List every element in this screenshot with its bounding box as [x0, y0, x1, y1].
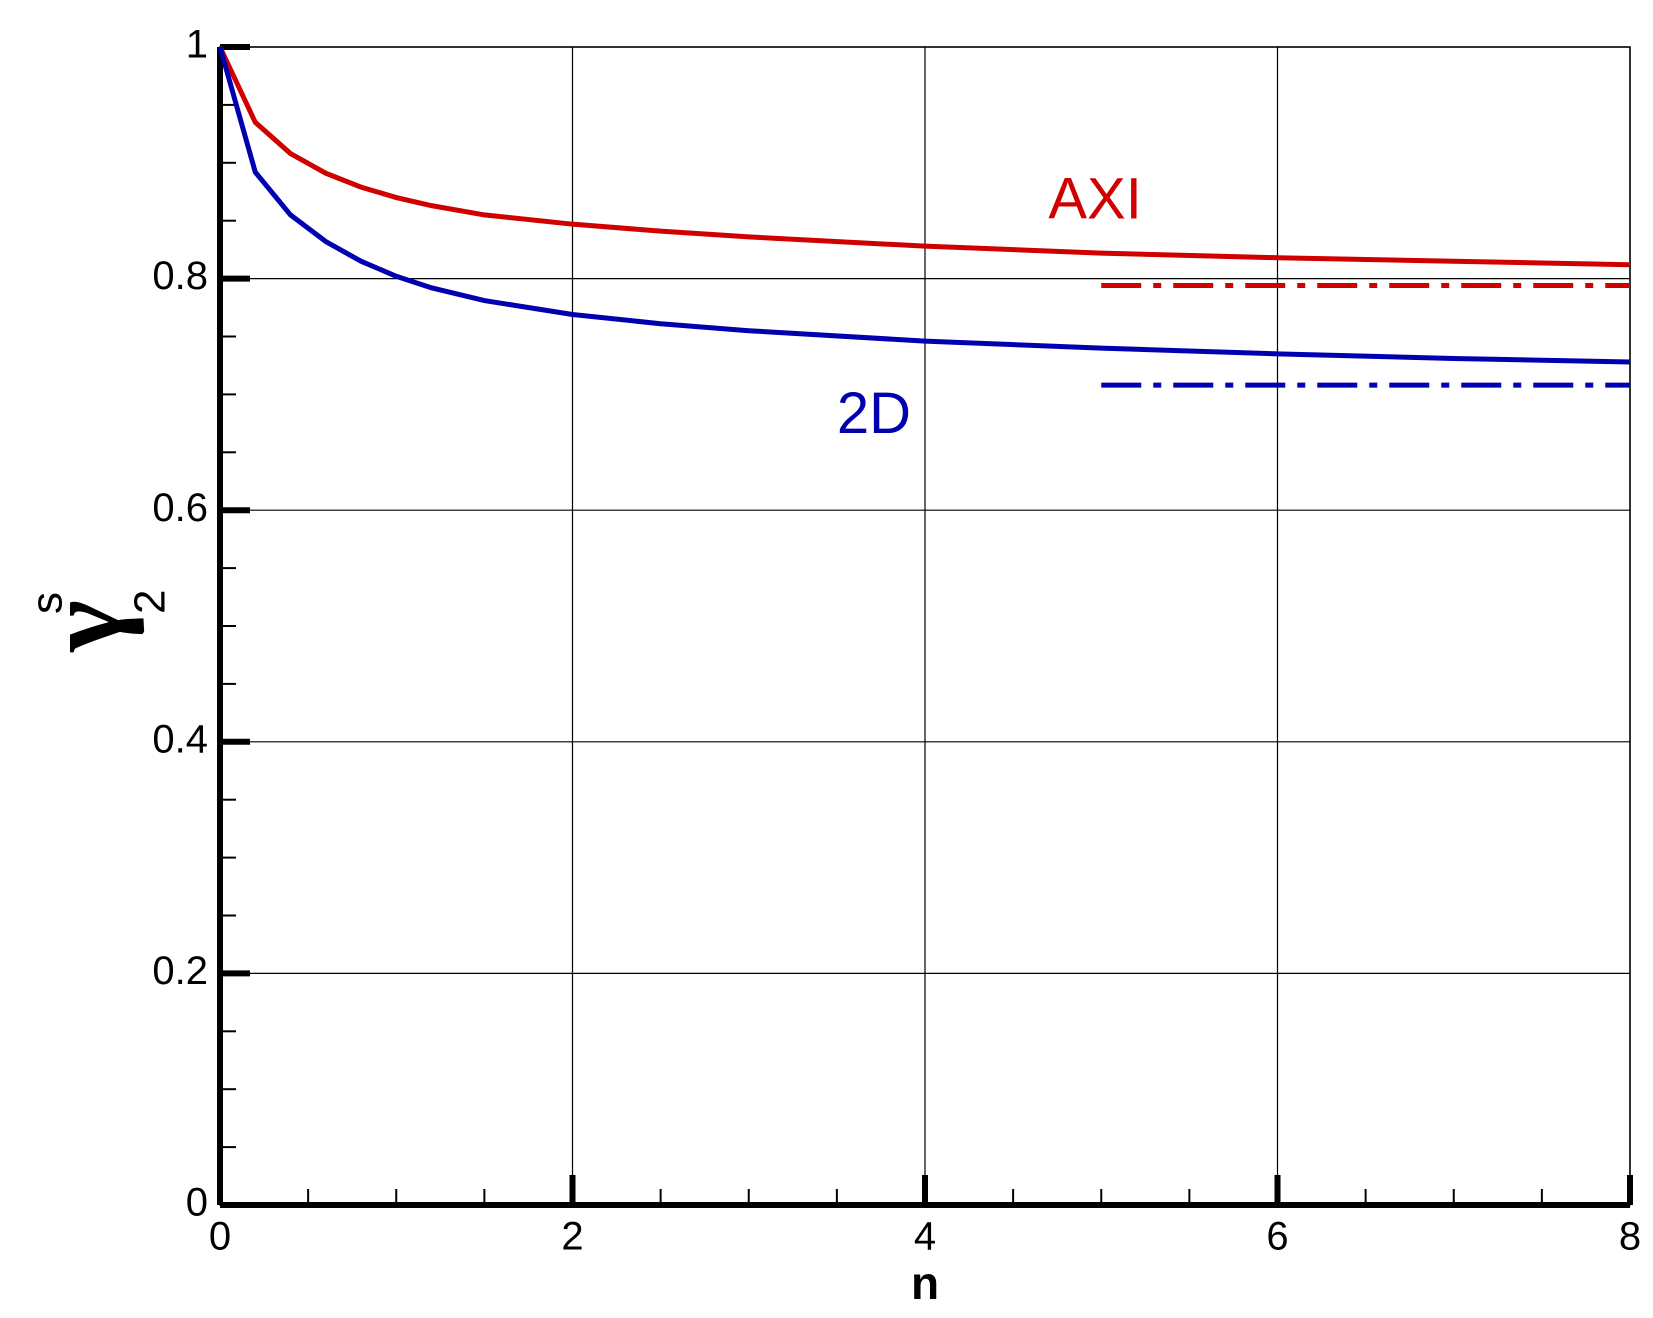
data-line [217, 46, 1631, 365]
annotation: 2D [837, 381, 911, 446]
y-tick-label: 0.6 [152, 486, 208, 530]
x-axis-label: n [911, 1257, 939, 1309]
x-tick-label: 4 [914, 1215, 936, 1259]
y-tick-label: 0.8 [152, 254, 208, 298]
x-tick-label: 6 [1266, 1215, 1288, 1259]
data-line [217, 45, 1631, 268]
y-label-sub: 2 [126, 590, 175, 614]
y-label-sup: s [23, 592, 72, 614]
y-tick-label: 0.4 [152, 717, 208, 761]
y-axis-label: γ 2 s [22, 590, 174, 653]
annotation: AXI [1048, 167, 1142, 232]
y-tick-label: 0 [186, 1181, 208, 1225]
x-tick-label: 2 [561, 1215, 583, 1259]
x-tick-label: 8 [1619, 1215, 1641, 1259]
x-tick-label: 0 [209, 1215, 231, 1259]
y-label-symbol: γ [22, 600, 144, 652]
y-tick-label: 0.2 [152, 949, 208, 993]
y-tick-label: 1 [186, 23, 208, 67]
